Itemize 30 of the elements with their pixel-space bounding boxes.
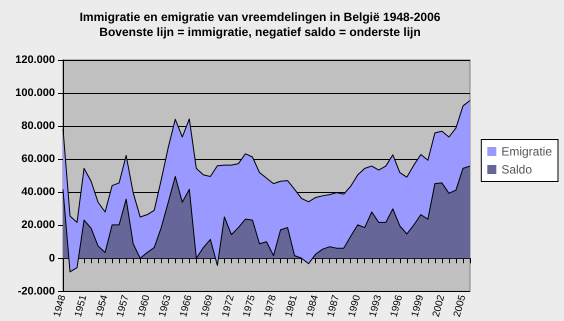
- x-tick-label: 1969: [199, 293, 216, 318]
- x-tick-label: 1975: [241, 293, 258, 318]
- x-tick-label: 1987: [326, 293, 342, 318]
- x-tick-label: 1978: [262, 293, 279, 318]
- chart-subtitle: Bovenste lijn = immigratie, negatief saldo = onderste lijn: [99, 25, 421, 39]
- y-tick-label: 40.000: [21, 186, 55, 198]
- x-tick-label: 1993: [368, 293, 384, 318]
- y-tick-label: 120.000: [15, 54, 55, 66]
- y-tick-label: 80.000: [21, 120, 55, 132]
- legend-label: Saldo: [501, 162, 532, 176]
- x-tick-label: 1960: [136, 293, 153, 318]
- chart-title: Immigratie en emigratie van vreemdelingen in België 1948-2006: [80, 10, 441, 24]
- y-tick-label: 0: [48, 252, 55, 264]
- x-tick-label: 1984: [304, 293, 322, 318]
- y-tick-label: 60.000: [21, 153, 55, 166]
- x-tick-label: 1954: [94, 293, 111, 318]
- x-tick-label: 1996: [388, 293, 406, 318]
- y-tick-label: 20.000: [21, 219, 55, 232]
- x-tick-label: 1957: [115, 293, 132, 318]
- x-tick-label: 1990: [346, 293, 364, 318]
- x-tick-label: 1999: [410, 293, 426, 318]
- y-tick-label: 100.000: [15, 87, 55, 100]
- x-tick-label: 1981: [283, 293, 300, 318]
- x-tick-label: 1951: [72, 293, 90, 318]
- x-tick-label: 2002: [430, 293, 448, 318]
- x-tick-label: 1972: [220, 293, 237, 318]
- x-tick-label: 2005: [452, 293, 468, 318]
- x-tick-label: 1966: [178, 293, 195, 318]
- legend-label: Emigratie: [501, 144, 552, 158]
- x-tick-label: 1963: [157, 293, 174, 318]
